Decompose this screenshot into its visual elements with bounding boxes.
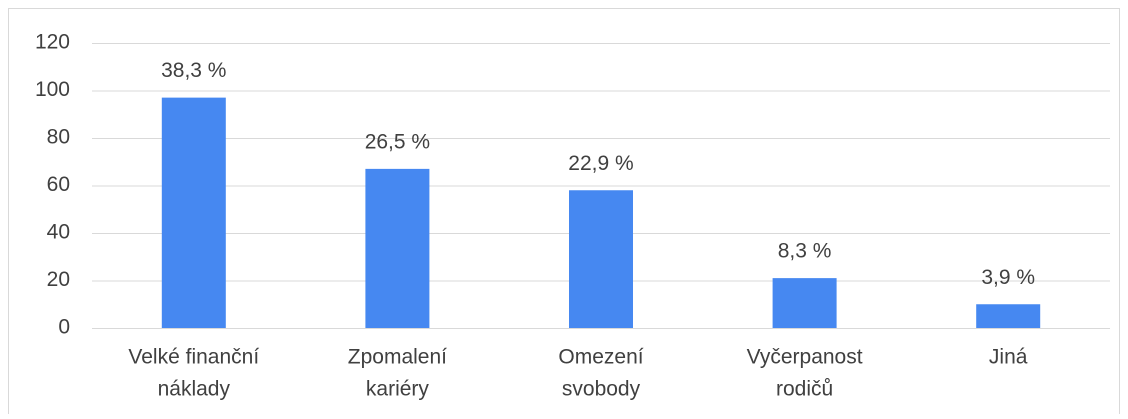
y-tick-label: 100	[35, 78, 70, 101]
x-tick-label: Velké finanční	[128, 346, 259, 369]
y-tick-label: 80	[47, 126, 70, 149]
bar	[161, 97, 226, 328]
data-label: 3,9 %	[981, 266, 1035, 289]
y-tick-label: 20	[47, 268, 70, 291]
y-tick-label: 40	[47, 221, 70, 244]
x-tick-label: Omezení	[558, 346, 643, 369]
x-tick-label: rodičů	[776, 378, 833, 401]
bar	[772, 278, 837, 328]
x-tick-label: Zpomalení	[348, 346, 447, 369]
x-tick-label: svobody	[562, 378, 641, 401]
bar	[365, 168, 430, 328]
y-tick-label: 120	[35, 31, 70, 54]
y-tick-label: 0	[58, 316, 70, 339]
data-label: 22,9 %	[568, 152, 633, 175]
data-label: 26,5 %	[365, 130, 430, 153]
x-tick-label: Jiná	[989, 346, 1028, 369]
x-tick-label: kariéry	[366, 378, 430, 401]
data-label: 8,3 %	[778, 240, 832, 263]
data-label: 38,3 %	[161, 59, 226, 82]
x-tick-label: náklady	[158, 378, 231, 401]
bar	[976, 304, 1041, 328]
y-tick-label: 60	[47, 173, 70, 196]
bar	[569, 190, 633, 328]
x-tick-label: Vyčerpanost	[747, 346, 863, 369]
